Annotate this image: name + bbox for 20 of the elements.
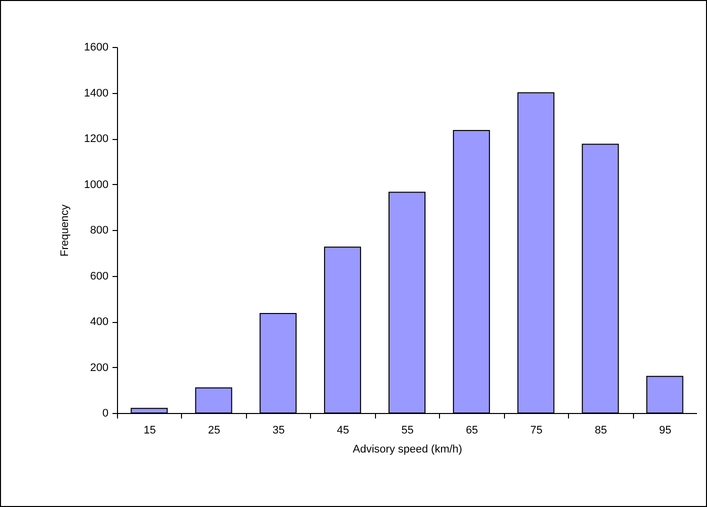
x-tick-label: 65 (466, 424, 478, 436)
y-tick-label: 800 (90, 224, 108, 236)
y-axis-title: Frequency (59, 204, 72, 256)
y-tick-label: 200 (90, 362, 108, 374)
x-tick-label: 35 (272, 424, 285, 436)
y-tick-label: 1000 (84, 178, 108, 191)
y-tick-label: 1600 (84, 42, 108, 54)
x-tick-label: 25 (208, 424, 220, 436)
x-tick-label: 75 (530, 424, 543, 436)
x-axis-title: Advisory speed (km/h) (352, 444, 462, 456)
x-tick-label: 55 (401, 424, 414, 436)
x-tick-label: 85 (594, 424, 607, 436)
x-tick-label: 45 (336, 424, 350, 436)
y-tick-label: 600 (90, 270, 108, 282)
y-tick-label: 1200 (84, 133, 108, 145)
y-tick-label: 1400 (84, 87, 108, 100)
x-tick-label: 95 (659, 424, 672, 436)
x-tick-label: 15 (144, 424, 156, 436)
y-tick-label: 0 (102, 408, 108, 420)
y-tick-label: 400 (90, 316, 108, 328)
